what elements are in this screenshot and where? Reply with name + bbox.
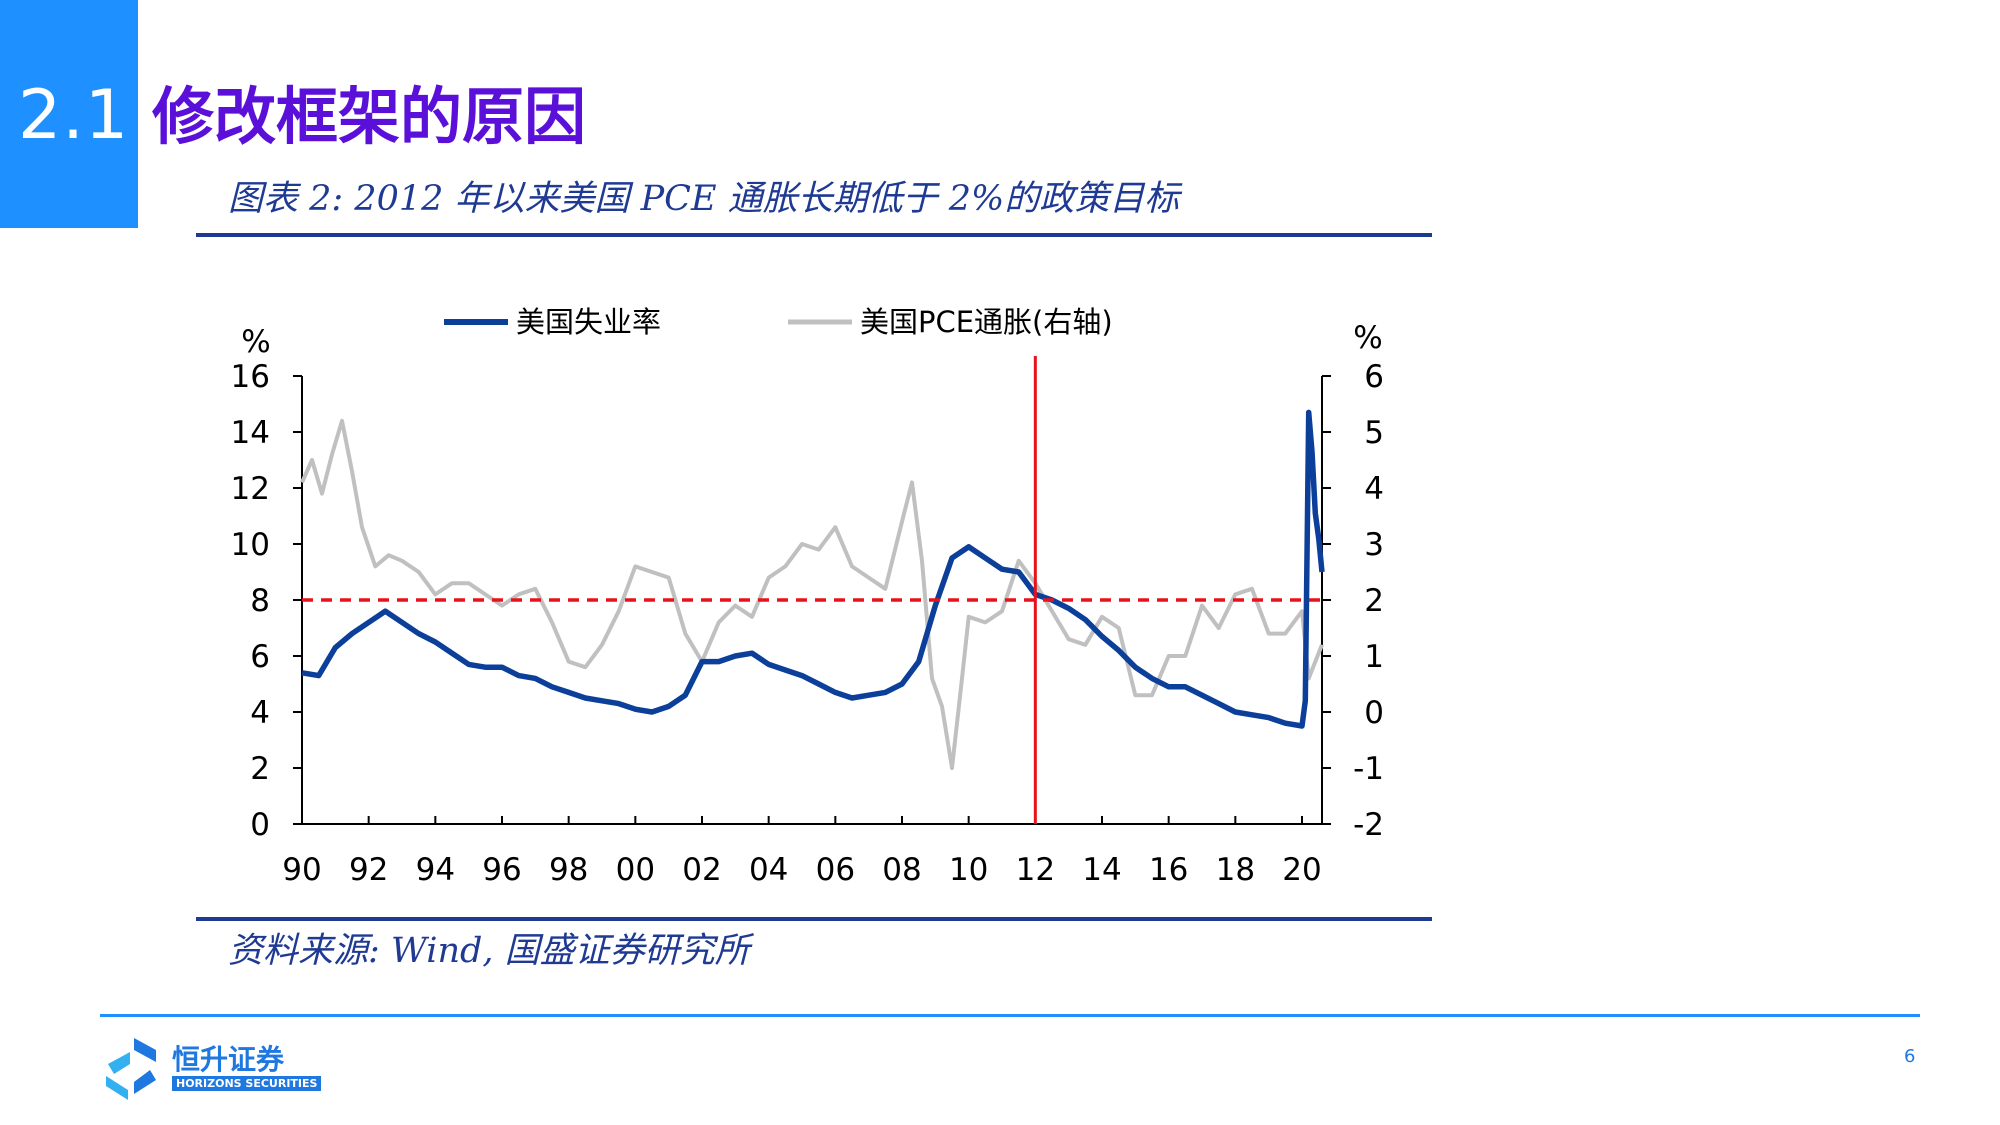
figure-bottom-rule	[196, 917, 1432, 921]
legend-unemployment-label: 美国失业率	[516, 305, 661, 339]
figure-title: 图表 2: 2012 年以来美国 PCE 通胀长期低于 2%的政策目标	[228, 179, 1180, 219]
x-tick-label: 96	[482, 852, 521, 888]
figure-top-rule	[196, 233, 1432, 237]
chart-reference-lines	[302, 356, 1322, 824]
y-right-tick-label: 3	[1364, 527, 1384, 563]
y-right-unit: %	[1353, 320, 1382, 356]
y-left-tick-label: 0	[250, 807, 270, 843]
logo-mark-icon	[106, 1038, 156, 1100]
y-right-tick-label: 2	[1364, 583, 1384, 619]
page-number: 6	[1904, 1046, 1916, 1067]
legend-pce-label: 美国PCE通胀(右轴)	[860, 305, 1113, 339]
y-right-tick-label: 6	[1364, 359, 1384, 395]
chart-legend: 美国失业率 美国PCE通胀(右轴)	[444, 305, 1113, 339]
y-left-tick-label: 2	[250, 751, 270, 787]
y-left-tick-label: 6	[250, 639, 270, 675]
y-right-tick-label: -2	[1353, 807, 1384, 843]
series-pce-inflation-line	[300, 418, 1324, 770]
x-tick-label: 08	[882, 852, 921, 888]
x-tick-label: 18	[1216, 852, 1255, 888]
series-unemployment-line	[301, 409, 1325, 729]
x-tick-label: 90	[282, 852, 321, 888]
logo-english-name: HORIZONS SECURITIES	[172, 1076, 322, 1091]
x-tick-label: 12	[1016, 852, 1055, 888]
x-tick-label: 02	[682, 852, 721, 888]
x-tick-label: 00	[616, 852, 655, 888]
x-tick-label: 16	[1149, 852, 1188, 888]
y-left-unit: %	[241, 324, 270, 360]
y-right-tick-label: -1	[1353, 751, 1384, 787]
company-logo: 恒升证券 HORIZONS SECURITIES	[100, 1034, 322, 1100]
logo-chinese-name: 恒升证券	[172, 1043, 285, 1076]
y-right-tick-label: 0	[1364, 695, 1384, 731]
x-tick-label: 10	[949, 852, 988, 888]
y-right-tick-label: 1	[1364, 639, 1384, 675]
y-left-tick-label: 4	[250, 695, 270, 731]
x-tick-label: 98	[549, 852, 588, 888]
y-left-tick-label: 16	[231, 359, 270, 395]
x-tick-label: 92	[349, 852, 388, 888]
section-number: 2.1	[18, 76, 130, 155]
y-left-tick-label: 10	[231, 527, 270, 563]
page-title: 修改框架的原因	[152, 80, 587, 153]
chart-series	[300, 409, 1325, 770]
y-left-tick-label: 12	[231, 471, 270, 507]
footer-divider	[100, 1014, 1920, 1017]
x-tick-label: 14	[1082, 852, 1121, 888]
figure-source: 资料来源: Wind, 国盛证券研究所	[228, 931, 750, 971]
y-right-tick-label: 5	[1364, 415, 1384, 451]
y-right-tick-label: 4	[1364, 471, 1384, 507]
x-tick-label: 04	[749, 852, 788, 888]
y-left-tick-label: 8	[250, 583, 270, 619]
x-tick-label: 20	[1282, 852, 1321, 888]
y-left-tick-label: 14	[231, 415, 270, 451]
section-badge: 2.1	[0, 0, 138, 228]
x-tick-label: 06	[816, 852, 855, 888]
x-tick-label: 94	[416, 852, 455, 888]
